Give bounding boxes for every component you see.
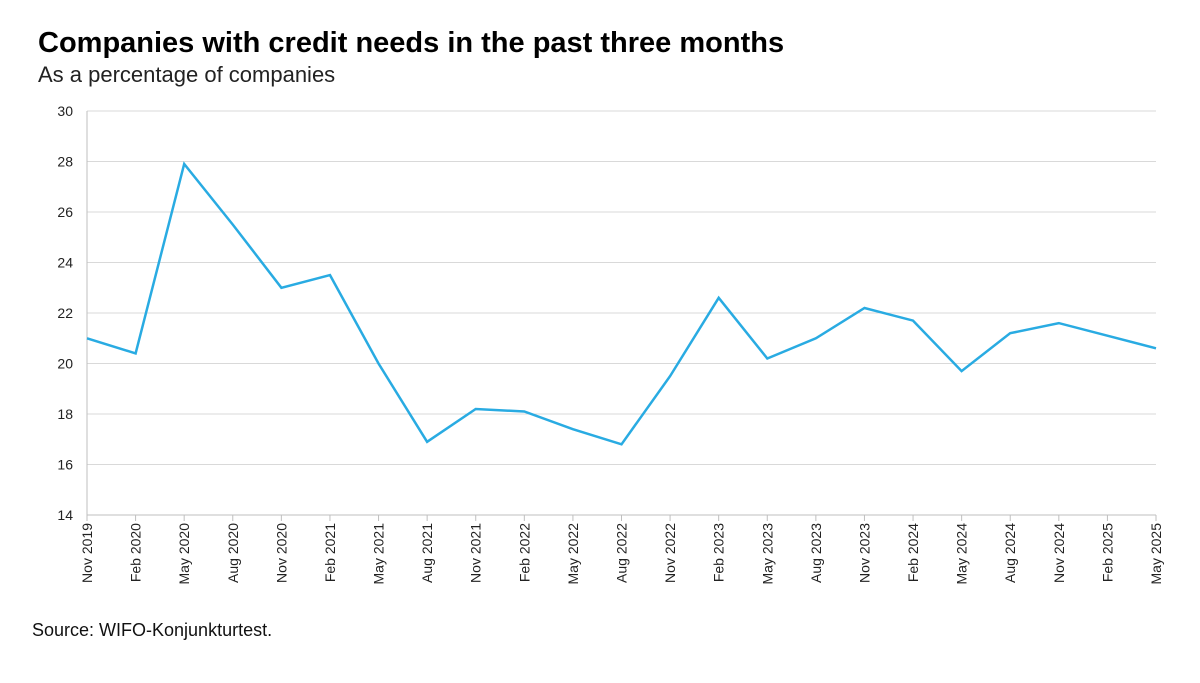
- x-tick-label: Feb 2020: [128, 523, 144, 582]
- x-tick-label: Feb 2024: [905, 523, 921, 582]
- x-tick-label: May 2022: [565, 523, 581, 585]
- x-axis-labels: Nov 2019 Feb 2020 May 2020 Aug 2020 Nov 2020…: [79, 523, 1164, 585]
- x-tick-label: Aug 2024: [1002, 523, 1018, 583]
- y-tick-label: 14: [57, 507, 73, 523]
- x-tick-label: May 2021: [371, 523, 387, 585]
- x-tick-label: May 2024: [954, 523, 970, 585]
- chart-subtitle: As a percentage of companies: [38, 62, 336, 87]
- y-tick-label: 30: [57, 103, 73, 119]
- source-note: Source: WIFO-Konjunkturtest.: [32, 620, 273, 640]
- x-tick-label: Nov 2023: [856, 523, 872, 583]
- x-tick-label: May 2023: [759, 523, 775, 585]
- x-tick-label: Nov 2021: [468, 523, 484, 583]
- x-tick-label: Aug 2020: [225, 523, 241, 583]
- x-tick-label: May 2020: [176, 523, 192, 585]
- chart-title: Companies with credit needs in the past …: [38, 27, 785, 59]
- x-axis: [86, 111, 1157, 521]
- y-tick-label: 16: [57, 457, 73, 473]
- x-tick-label: Aug 2021: [419, 523, 435, 583]
- series-lines: [86, 161, 1157, 446]
- y-tick-label: 28: [57, 154, 73, 170]
- y-tick-label: 18: [57, 406, 73, 422]
- x-tick-label: Feb 2021: [322, 523, 338, 582]
- y-tick-label: 22: [57, 305, 73, 321]
- y-tick-label: 26: [57, 204, 73, 220]
- x-tick-label: Aug 2023: [808, 523, 824, 583]
- x-tick-label: Nov 2020: [273, 523, 289, 583]
- x-tick-label: Aug 2022: [614, 523, 630, 583]
- y-tick-label: 24: [57, 255, 73, 271]
- x-tick-label: Nov 2024: [1051, 523, 1067, 583]
- y-gridlines: [87, 110, 1156, 465]
- x-tick-label: Feb 2022: [516, 523, 532, 582]
- x-tick-label: Nov 2019: [79, 523, 95, 583]
- series-line: [86, 161, 1157, 446]
- y-axis-labels: 14 16 18 20 22 24 26 28 30: [57, 103, 73, 523]
- x-tick-label: Feb 2023: [711, 523, 727, 582]
- x-tick-label: Nov 2022: [662, 523, 678, 583]
- x-tick-label: May 2025: [1148, 523, 1164, 585]
- y-tick-label: 20: [57, 356, 73, 372]
- x-tick-label: Feb 2025: [1099, 523, 1115, 582]
